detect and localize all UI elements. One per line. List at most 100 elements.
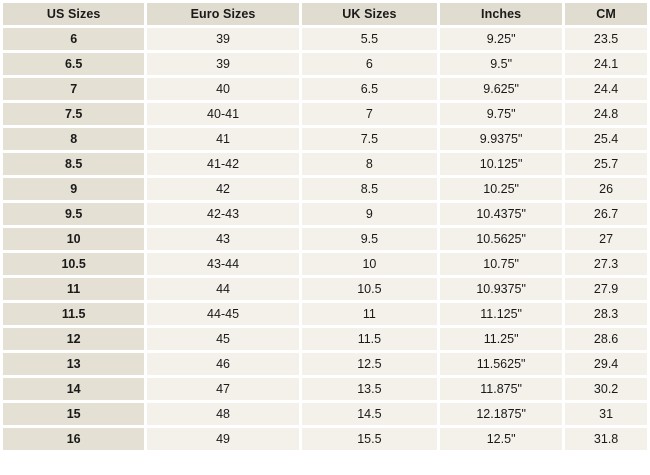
cell-euro: 39 [147,53,299,75]
cell-cm: 30.2 [565,378,647,400]
cell-us: 11 [3,278,145,300]
shoe-size-conversion-table: US Sizes Euro Sizes UK Sizes Inches CM 6 39 5.… [3,3,647,450]
cell-euro: 41 [147,128,299,150]
cell-inches: 9.625" [440,78,563,100]
cell-cm: 27.9 [565,278,647,300]
cell-cm: 25.7 [565,153,647,175]
cell-uk: 5.5 [301,28,438,50]
cell-euro: 44 [147,278,299,300]
table-row: 11 44 10.5 10.9375" 27.9 [3,278,647,300]
cell-inches: 9.25" [440,28,563,50]
cell-euro: 43 [147,228,299,250]
cell-us: 7 [3,78,145,100]
table-row: 8 41 7.5 9.9375" 25.4 [3,128,647,150]
cell-cm: 24.4 [565,78,647,100]
cell-uk: 9.5 [301,228,438,250]
cell-us: 12 [3,328,145,350]
cell-inches: 11.125" [440,303,563,325]
cell-uk: 13.5 [301,378,438,400]
cell-uk: 11 [301,303,438,325]
cell-us: 8 [3,128,145,150]
cell-uk: 8 [301,153,438,175]
cell-uk: 7 [301,103,438,125]
cell-us: 10.5 [3,253,145,275]
column-header-uk: UK Sizes [301,3,438,25]
cell-inches: 9.75" [440,103,563,125]
cell-euro: 46 [147,353,299,375]
cell-inches: 12.5" [440,428,563,450]
cell-uk: 10.5 [301,278,438,300]
cell-inches: 9.5" [440,53,563,75]
table-row: 13 46 12.5 11.5625" 29.4 [3,353,647,375]
cell-cm: 29.4 [565,353,647,375]
column-header-cm: CM [565,3,647,25]
table-row: 10 43 9.5 10.5625" 27 [3,228,647,250]
column-header-euro: Euro Sizes [147,3,299,25]
cell-us: 16 [3,428,145,450]
table-row: 9.5 42-43 9 10.4375" 26.7 [3,203,647,225]
cell-inches: 10.5625" [440,228,563,250]
table-header: US Sizes Euro Sizes UK Sizes Inches CM [3,3,647,25]
cell-euro: 47 [147,378,299,400]
cell-uk: 10 [301,253,438,275]
cell-uk: 12.5 [301,353,438,375]
cell-us: 9.5 [3,203,145,225]
cell-cm: 24.1 [565,53,647,75]
cell-cm: 28.3 [565,303,647,325]
cell-cm: 31.8 [565,428,647,450]
cell-inches: 10.25" [440,178,563,200]
cell-euro: 41-42 [147,153,299,175]
cell-uk: 15.5 [301,428,438,450]
table-row: 7 40 6.5 9.625" 24.4 [3,78,647,100]
cell-us: 13 [3,353,145,375]
cell-cm: 28.6 [565,328,647,350]
cell-cm: 23.5 [565,28,647,50]
cell-inches: 10.125" [440,153,563,175]
cell-cm: 27 [565,228,647,250]
cell-cm: 26.7 [565,203,647,225]
cell-us: 10 [3,228,145,250]
table-row: 12 45 11.5 11.25" 28.6 [3,328,647,350]
cell-uk: 6 [301,53,438,75]
table-row: 11.5 44-45 11 11.125" 28.3 [3,303,647,325]
column-header-us: US Sizes [3,3,145,25]
cell-euro: 43-44 [147,253,299,275]
cell-inches: 10.4375" [440,203,563,225]
cell-euro: 39 [147,28,299,50]
cell-euro: 40 [147,78,299,100]
cell-uk: 7.5 [301,128,438,150]
cell-euro: 44-45 [147,303,299,325]
cell-inches: 12.1875" [440,403,563,425]
cell-us: 7.5 [3,103,145,125]
cell-us: 8.5 [3,153,145,175]
table-header-row: US Sizes Euro Sizes UK Sizes Inches CM [3,3,647,25]
cell-inches: 10.75" [440,253,563,275]
cell-us: 14 [3,378,145,400]
cell-us: 9 [3,178,145,200]
table-row: 7.5 40-41 7 9.75" 24.8 [3,103,647,125]
table-row: 15 48 14.5 12.1875" 31 [3,403,647,425]
cell-uk: 6.5 [301,78,438,100]
table-row: 9 42 8.5 10.25" 26 [3,178,647,200]
cell-cm: 26 [565,178,647,200]
cell-euro: 49 [147,428,299,450]
cell-uk: 14.5 [301,403,438,425]
cell-euro: 42-43 [147,203,299,225]
cell-us: 11.5 [3,303,145,325]
table-row: 6.5 39 6 9.5" 24.1 [3,53,647,75]
cell-euro: 40-41 [147,103,299,125]
cell-us: 6 [3,28,145,50]
cell-cm: 25.4 [565,128,647,150]
table-row: 8.5 41-42 8 10.125" 25.7 [3,153,647,175]
cell-us: 15 [3,403,145,425]
cell-inches: 11.25" [440,328,563,350]
cell-inches: 11.5625" [440,353,563,375]
cell-inches: 9.9375" [440,128,563,150]
table-body: 6 39 5.5 9.25" 23.5 6.5 39 6 9.5" 24.1 7 40 6.5 9.625… [3,28,647,450]
table-row: 14 47 13.5 11.875" 30.2 [3,378,647,400]
cell-euro: 45 [147,328,299,350]
cell-uk: 8.5 [301,178,438,200]
cell-inches: 11.875" [440,378,563,400]
cell-euro: 48 [147,403,299,425]
table-row: 16 49 15.5 12.5" 31.8 [3,428,647,450]
